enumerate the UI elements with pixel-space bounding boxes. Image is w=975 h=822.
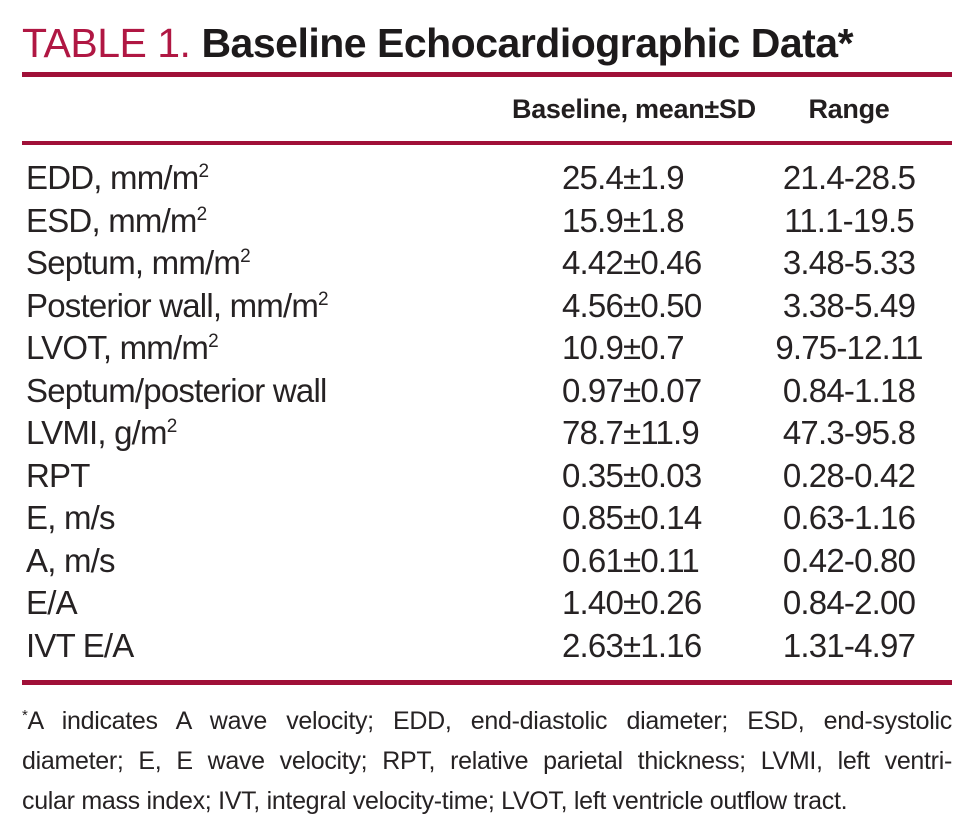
row-label-text: ESD, mm/m xyxy=(26,201,197,239)
range-value: 0.84-1.18 xyxy=(782,371,916,409)
footnote-line: cular mass index; IVT, integral velocity… xyxy=(22,787,848,815)
range-value: 0.84-2.00 xyxy=(782,584,916,622)
column-header-range: Range xyxy=(808,93,890,124)
table-row: E/A 1.40±0.26 0.84-2.00 xyxy=(22,582,952,625)
table-row: EDD, mm/m2 25.4±1.9 21.4-28.5 xyxy=(22,157,952,200)
table-footnote: *A indicates A wave velocity; EDD, end-d… xyxy=(22,701,952,821)
table-number: TABLE 1. xyxy=(22,20,191,66)
footnote-line-text: A indicates A wave velocity; EDD, end-di… xyxy=(27,707,953,735)
range-value: 1.31-4.97 xyxy=(782,626,916,664)
table-row: LVOT, mm/m2 10.9±0.7 9.75-12.11 xyxy=(22,327,952,370)
footnote-line: *A indicates A wave velocity; EDD, end-d… xyxy=(22,701,952,741)
range-value: 0.28-0.42 xyxy=(782,456,916,494)
baseline-value: 10.9±0.7 xyxy=(562,329,685,367)
table-body: EDD, mm/m2 25.4±1.9 21.4-28.5 ESD, mm/m2… xyxy=(22,145,952,680)
title-asterisk: * xyxy=(837,20,854,66)
footnote-asterisk: * xyxy=(22,707,28,724)
range-value: 3.38-5.49 xyxy=(782,286,916,324)
range-value: 3.48-5.33 xyxy=(782,244,916,282)
row-label-text: A, m/s xyxy=(26,541,116,579)
row-label: Septum, mm/m2 xyxy=(22,244,512,282)
range-value: 0.42-0.80 xyxy=(782,541,916,579)
top-rule-divider xyxy=(22,72,952,77)
baseline-value: 4.42±0.46 xyxy=(562,244,702,282)
table-row: LVMI, g/m2 78.7±11.9 47.3-95.8 xyxy=(22,412,952,455)
row-label: LVMI, g/m2 xyxy=(22,414,512,452)
table-row: RPT 0.35±0.03 0.28-0.42 xyxy=(22,455,952,498)
superscript: 2 xyxy=(198,161,210,183)
row-label-text: RPT xyxy=(26,456,90,494)
table-row: A, m/s 0.61±0.11 0.42-0.80 xyxy=(22,540,952,583)
bottom-rule-divider xyxy=(22,680,952,685)
baseline-value: 4.56±0.50 xyxy=(562,286,702,324)
baseline-value: 25.4±1.9 xyxy=(562,159,685,197)
table-caption: Baseline Echocardiographic Data* xyxy=(201,20,853,66)
baseline-value: 0.61±0.11 xyxy=(562,541,700,579)
row-label-text: Septum/posterior wall xyxy=(26,371,327,409)
range-value: 47.3-95.8 xyxy=(782,414,916,452)
row-label-text: E/A xyxy=(26,584,78,622)
range-value: 0.63-1.16 xyxy=(782,499,916,537)
footnote-line: diameter; E, E wave velocity; RPT, relat… xyxy=(22,747,952,775)
row-label: EDD, mm/m2 xyxy=(22,159,512,197)
table-row: Septum, mm/m2 4.42±0.46 3.48-5.33 xyxy=(22,242,952,285)
row-label: RPT xyxy=(22,457,512,495)
table-row: Septum/posterior wall 0.97±0.07 0.84-1.1… xyxy=(22,370,952,413)
baseline-value: 15.9±1.8 xyxy=(562,201,685,239)
range-value: 11.1-19.5 xyxy=(784,201,915,239)
baseline-value: 0.35±0.03 xyxy=(562,456,702,494)
table-title: TABLE 1. Baseline Echocardiographic Data* xyxy=(22,0,952,72)
row-label: Septum/posterior wall xyxy=(22,372,512,410)
row-label-text: Posterior wall, mm/m xyxy=(26,286,319,324)
table-header-row: Baseline, mean±SD Range xyxy=(22,77,952,141)
superscript: 2 xyxy=(240,246,251,268)
row-label-text: Septum, mm/m xyxy=(26,244,241,282)
table-row: ESD, mm/m2 15.9±1.8 11.1-19.5 xyxy=(22,200,952,243)
baseline-value: 1.40±0.26 xyxy=(562,584,702,622)
table-caption-text: Baseline Echocardiographic Data xyxy=(201,20,838,66)
baseline-value: 2.63±1.16 xyxy=(562,626,702,664)
row-label: Posterior wall, mm/m2 xyxy=(22,287,512,325)
table-row: E, m/s 0.85±0.14 0.63-1.16 xyxy=(22,497,952,540)
row-label: E/A xyxy=(22,584,512,622)
row-label: A, m/s xyxy=(22,542,512,580)
superscript: 2 xyxy=(208,331,219,353)
column-header-baseline: Baseline, mean±SD xyxy=(512,93,756,124)
table-row: IVT E/A 2.63±1.16 1.31-4.97 xyxy=(22,625,952,668)
range-value: 21.4-28.5 xyxy=(782,159,916,197)
row-label-text: IVT E/A xyxy=(26,626,134,664)
table-row: Posterior wall, mm/m2 4.56±0.50 3.38-5.4… xyxy=(22,285,952,328)
row-label-text: E, m/s xyxy=(26,499,116,537)
row-label-text: LVOT, mm/m xyxy=(26,329,209,367)
row-label: LVOT, mm/m2 xyxy=(22,329,512,367)
baseline-value: 78.7±11.9 xyxy=(562,414,700,452)
row-label-text: EDD, mm/m xyxy=(26,159,199,197)
range-value: 9.75-12.11 xyxy=(775,329,923,367)
row-label: ESD, mm/m2 xyxy=(22,202,512,240)
row-label: E, m/s xyxy=(22,499,512,537)
row-label: IVT E/A xyxy=(22,627,512,665)
row-label-text: LVMI, g/m xyxy=(26,414,168,452)
superscript: 2 xyxy=(318,288,329,310)
baseline-value: 0.97±0.07 xyxy=(562,371,702,409)
superscript: 2 xyxy=(196,203,208,225)
baseline-value: 0.85±0.14 xyxy=(562,499,702,537)
superscript: 2 xyxy=(166,416,178,438)
header-rule-divider xyxy=(22,141,952,145)
